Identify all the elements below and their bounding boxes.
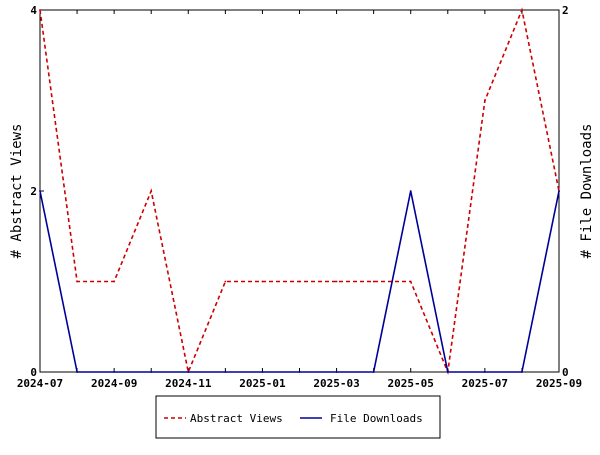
plot-area xyxy=(39,9,560,373)
data-point-file-downloads xyxy=(224,371,227,373)
data-point-abstract-views xyxy=(261,280,264,283)
data-point-abstract-views xyxy=(224,280,227,283)
data-point-abstract-views xyxy=(298,280,301,283)
y-left-tick-label: 2 xyxy=(30,185,37,198)
data-point-file-downloads xyxy=(483,371,486,373)
left-axis-title: # Abstract Views xyxy=(9,124,25,259)
legend-box xyxy=(155,395,441,439)
x-tick-label: 2025-09 xyxy=(536,377,582,390)
data-point-abstract-views xyxy=(372,280,375,283)
data-point-abstract-views xyxy=(483,99,486,102)
legend-label-abstract-views: Abstract Views xyxy=(190,412,283,425)
data-point-file-downloads xyxy=(298,371,301,373)
y-left-tick-label: 4 xyxy=(30,4,37,17)
x-tick-label: 2025-05 xyxy=(388,377,434,390)
data-point-file-downloads xyxy=(372,371,375,373)
data-point-file-downloads xyxy=(113,371,116,373)
data-point-abstract-views xyxy=(76,280,78,283)
data-point-file-downloads xyxy=(261,371,264,373)
x-tick-label: 2024-09 xyxy=(91,377,137,390)
y-left-tick-label: 0 xyxy=(30,366,37,379)
data-point-abstract-views xyxy=(521,9,523,11)
data-point-file-downloads xyxy=(558,190,560,192)
data-point-file-downloads xyxy=(521,371,523,373)
x-tick-label: 2025-07 xyxy=(462,377,508,390)
right-axis-ticks: 02 xyxy=(555,4,569,379)
data-point-file-downloads xyxy=(335,371,338,373)
data-point-abstract-views xyxy=(39,9,41,11)
legend: Abstract Views File Downloads xyxy=(155,395,441,439)
x-tick-label: 2024-11 xyxy=(165,377,212,390)
legend-label-file-downloads: File Downloads xyxy=(330,412,423,425)
y-right-tick-label: 2 xyxy=(562,4,569,17)
data-point-file-downloads xyxy=(150,371,153,373)
data-point-file-downloads xyxy=(76,371,78,373)
data-point-abstract-views xyxy=(409,280,412,283)
data-point-file-downloads xyxy=(39,190,41,192)
data-point-abstract-views xyxy=(335,280,338,283)
data-point-file-downloads xyxy=(187,371,190,373)
data-point-abstract-views xyxy=(113,280,116,283)
right-axis-title: # File Downloads xyxy=(579,124,595,259)
data-point-abstract-views xyxy=(150,190,153,192)
data-point-file-downloads xyxy=(409,190,412,192)
series-layer xyxy=(39,7,560,376)
x-tick-label: 2024-07 xyxy=(17,377,63,390)
x-tick-label: 2025-01 xyxy=(239,377,286,390)
data-point-file-downloads xyxy=(446,371,449,373)
x-tick-label: 2025-03 xyxy=(313,377,359,390)
y-right-tick-label: 0 xyxy=(562,366,569,379)
